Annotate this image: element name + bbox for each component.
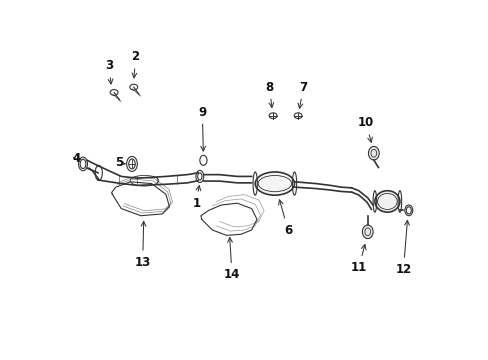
Text: 3: 3	[104, 59, 113, 84]
Text: 9: 9	[198, 105, 206, 151]
Text: 1: 1	[192, 186, 201, 210]
Text: 10: 10	[357, 116, 373, 142]
Ellipse shape	[255, 172, 294, 195]
Ellipse shape	[367, 147, 378, 160]
Text: 8: 8	[265, 81, 273, 108]
Text: 4: 4	[72, 152, 81, 165]
Text: 14: 14	[224, 238, 240, 281]
Text: 6: 6	[278, 200, 292, 237]
Text: 7: 7	[298, 81, 307, 108]
Ellipse shape	[374, 191, 399, 212]
Ellipse shape	[362, 225, 372, 239]
Text: 5: 5	[114, 156, 125, 169]
Text: 11: 11	[350, 244, 366, 274]
Text: 13: 13	[134, 221, 150, 269]
Text: 2: 2	[131, 50, 140, 78]
Text: 12: 12	[394, 220, 411, 276]
